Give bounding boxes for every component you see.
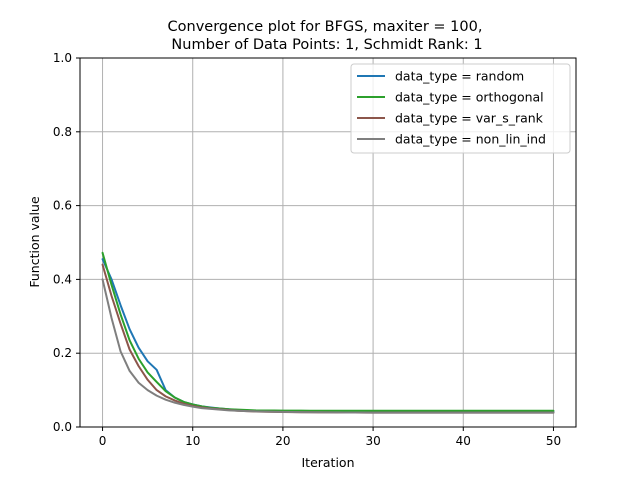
legend-label-4: data_type = non_lin_ind xyxy=(395,132,546,147)
x-tick-label: 50 xyxy=(546,434,561,448)
y-tick-label: 0.2 xyxy=(53,346,72,360)
chart-title-line2: Number of Data Points: 1, Schmidt Rank: … xyxy=(171,37,482,53)
y-axis-label: Function value xyxy=(27,196,42,288)
chart-title-line1: Convergence plot for BFGS, maxiter = 100… xyxy=(168,19,483,35)
x-tick-label: 40 xyxy=(456,434,471,448)
x-tick-label: 20 xyxy=(275,434,290,448)
x-tick-label: 0 xyxy=(99,434,107,448)
y-tick-label: 0.4 xyxy=(53,272,72,286)
legend-label-2: data_type = orthogonal xyxy=(395,90,544,105)
legend-label-1: data_type = random xyxy=(395,69,524,84)
y-tick-label: 0.0 xyxy=(53,420,72,434)
y-tick-label: 0.6 xyxy=(53,199,72,213)
x-tick-label: 30 xyxy=(365,434,380,448)
plot-frame xyxy=(79,57,577,428)
x-axis-label: Iteration xyxy=(301,455,354,470)
y-tick-label: 0.8 xyxy=(53,125,72,139)
series-line-3 xyxy=(101,263,555,414)
axis-ticks: 0 10 20 30 40 50 0.0 0.2 0.4 0.6 0.8 1.0 xyxy=(53,51,561,448)
series-line-2 xyxy=(101,251,555,412)
legend-label-3: data_type = var_s_rank xyxy=(395,111,544,126)
series-line-4 xyxy=(101,278,555,414)
series-group xyxy=(101,251,555,414)
x-tick-label: 10 xyxy=(185,434,200,448)
legend-box xyxy=(350,63,571,154)
y-tick-label: 1.0 xyxy=(53,51,72,65)
legend: data_type = random data_type = orthogonal… xyxy=(350,63,571,154)
series-line-1 xyxy=(101,258,555,413)
